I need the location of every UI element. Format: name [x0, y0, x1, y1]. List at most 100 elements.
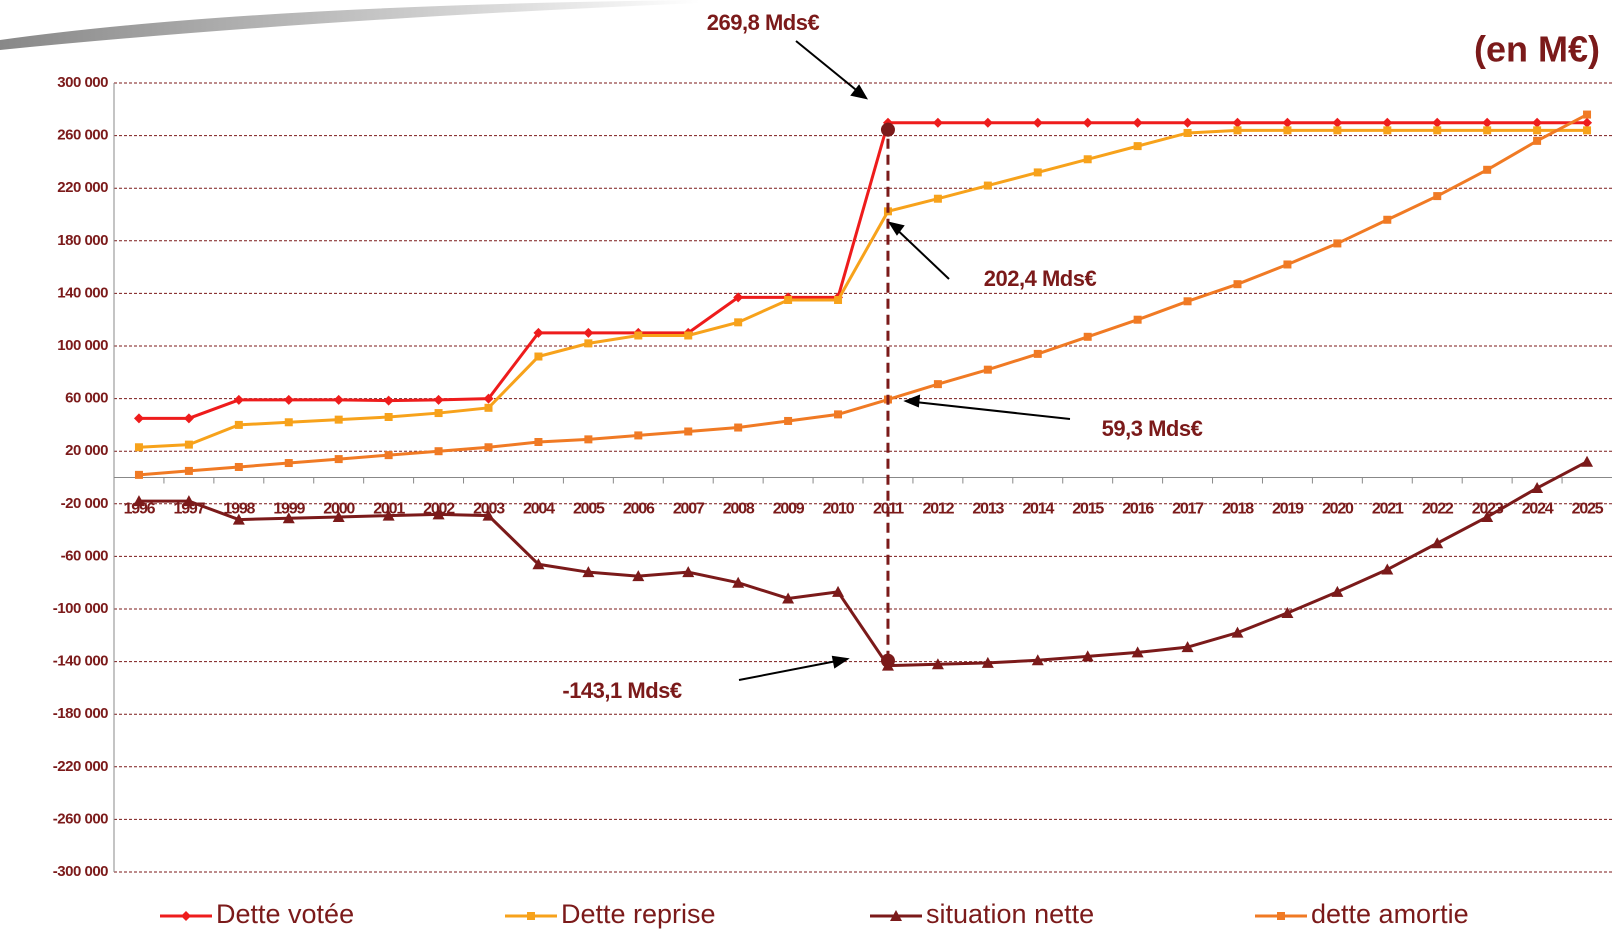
point	[1331, 585, 1344, 597]
point	[684, 427, 693, 436]
point	[181, 911, 191, 921]
decor-swoosh	[0, 0, 700, 50]
x-tick-label: 2012	[923, 501, 955, 518]
point	[332, 510, 345, 522]
point	[734, 318, 743, 327]
x-tick-label: 1996	[124, 501, 156, 518]
point	[1581, 455, 1594, 467]
series	[133, 117, 1593, 424]
legend-label: situation nette	[926, 899, 1094, 929]
point	[333, 394, 344, 405]
point	[983, 181, 992, 190]
point	[1233, 126, 1242, 135]
x-tick-label: 2021	[1372, 501, 1404, 518]
point	[283, 394, 294, 405]
point	[1281, 606, 1294, 618]
x-tick-label: 2015	[1072, 501, 1104, 518]
annotation: 59,3 Mds€	[1102, 416, 1203, 441]
annotation-arrows	[738, 40, 1071, 681]
point	[1332, 117, 1343, 128]
point	[1381, 563, 1394, 575]
highlight-dot	[880, 653, 895, 668]
point	[1532, 117, 1543, 128]
y-tick-label: 260 000	[57, 127, 108, 144]
point	[1432, 117, 1443, 128]
x-tick-label: 2005	[573, 501, 605, 518]
x-tick-label: 2014	[1022, 501, 1054, 518]
point	[584, 339, 593, 348]
y-tick-label: -140 000	[53, 653, 108, 670]
x-tick-label: 2022	[1422, 501, 1454, 518]
point	[1333, 239, 1342, 248]
point	[1533, 126, 1542, 135]
x-tick-label: 2000	[323, 501, 355, 518]
point	[584, 435, 593, 444]
point	[583, 327, 594, 338]
point	[384, 451, 393, 460]
x-tick-label: 2020	[1322, 501, 1354, 518]
point	[1433, 126, 1442, 135]
series-line	[138, 460, 1588, 668]
annotation: 202,4 Mds€	[984, 266, 1097, 291]
point	[582, 566, 595, 578]
point	[682, 566, 695, 578]
point	[834, 295, 843, 304]
point	[433, 394, 444, 405]
point	[1231, 626, 1244, 638]
point	[734, 423, 743, 432]
point	[527, 912, 535, 920]
point	[1277, 912, 1285, 920]
point	[282, 512, 295, 524]
point	[1183, 128, 1192, 137]
point	[982, 117, 993, 128]
y-tick-label: 140 000	[57, 284, 108, 301]
point	[232, 513, 245, 525]
point	[132, 495, 145, 507]
point	[383, 395, 394, 406]
y-tick-label: -300 000	[53, 863, 108, 880]
point	[933, 194, 942, 203]
point	[1033, 349, 1042, 358]
point	[782, 592, 795, 604]
point	[1232, 117, 1243, 128]
point	[432, 508, 445, 520]
point	[184, 466, 193, 475]
highlight-dot	[880, 122, 895, 137]
x-tick-label: 2025	[1572, 501, 1604, 518]
point	[634, 331, 643, 340]
y-tick-label: 220 000	[57, 179, 108, 196]
point	[1483, 165, 1492, 174]
point	[733, 292, 744, 303]
x-tick-label: 2017	[1172, 501, 1204, 518]
point	[1583, 126, 1592, 135]
x-tick-label: 2010	[823, 501, 855, 518]
point	[1181, 641, 1194, 653]
series	[134, 126, 1592, 452]
point	[532, 558, 545, 570]
point	[684, 331, 693, 340]
y-tick-label: -260 000	[53, 810, 108, 827]
legend-label: Dette votée	[216, 899, 354, 929]
point	[1133, 142, 1142, 151]
point	[1431, 537, 1444, 549]
point	[1482, 117, 1493, 128]
point	[1032, 117, 1043, 128]
x-tick-label: 2013	[972, 501, 1004, 518]
point	[1031, 654, 1044, 666]
point	[533, 327, 544, 338]
y-tick-label: 300 000	[57, 74, 108, 91]
x-tick-label: 2003	[473, 501, 505, 518]
point	[1481, 510, 1494, 522]
point	[133, 413, 144, 424]
point	[1533, 136, 1542, 145]
point	[1132, 117, 1143, 128]
series-line	[138, 121, 1588, 420]
point	[334, 455, 343, 464]
point	[834, 410, 843, 419]
point	[434, 447, 443, 456]
x-tick-label: 2006	[623, 501, 655, 518]
point	[931, 658, 944, 670]
point	[1433, 192, 1442, 201]
point	[981, 656, 994, 668]
point	[284, 459, 293, 468]
